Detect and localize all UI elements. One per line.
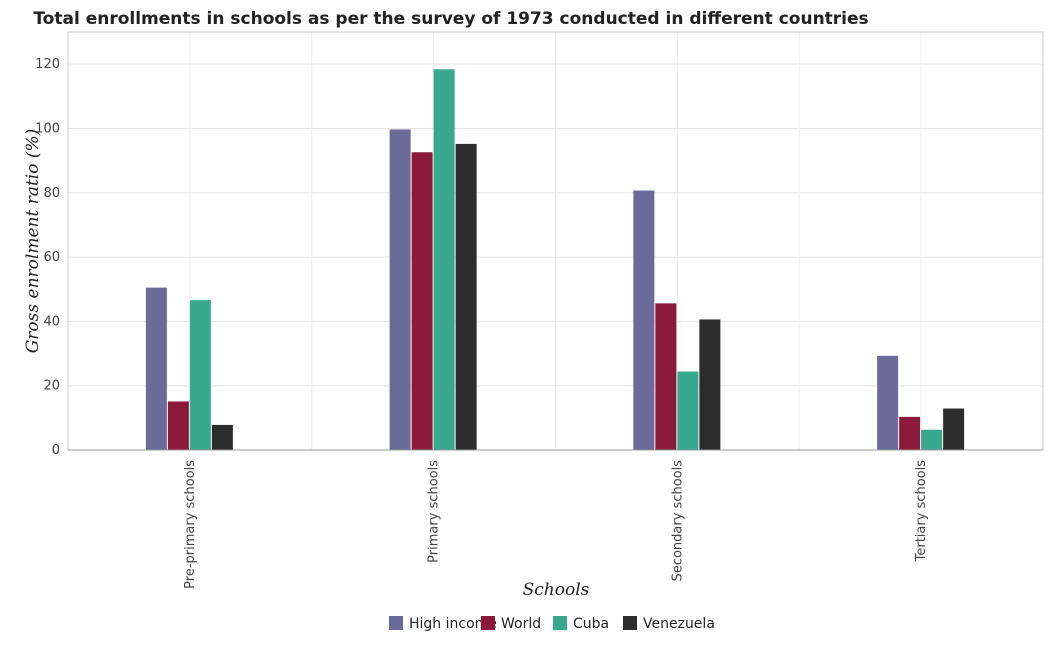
bar-cuba	[677, 371, 699, 450]
bar-venezuela	[699, 319, 721, 450]
legend-label: Cuba	[573, 616, 609, 632]
x-tick-labels: Pre-primary schools Primary schools Second…	[183, 460, 929, 589]
y-tick-label: 120	[35, 57, 60, 72]
bar-venezuela	[455, 143, 477, 450]
y-tick-label: 100	[35, 121, 60, 136]
y-tick-labels: 0 20 40 60 80 100 120	[35, 57, 60, 458]
bar-cuba	[433, 69, 455, 450]
legend-label: High income	[409, 616, 497, 632]
chart-title: Total enrollments in schools as per the …	[33, 9, 868, 29]
bar-world	[167, 401, 189, 450]
bars	[145, 69, 965, 451]
bar-world	[655, 303, 677, 450]
y-tick-label: 60	[43, 250, 60, 265]
x-tick-label: Pre-primary schools	[183, 460, 198, 589]
legend-swatch	[623, 616, 637, 630]
x-tick-label: Secondary schools	[670, 460, 685, 582]
x-tick-label: Primary schools	[427, 460, 442, 563]
bar-high-income	[389, 129, 411, 450]
legend-swatch	[553, 616, 567, 630]
bar-world	[411, 152, 433, 451]
bar-venezuela	[943, 408, 965, 450]
legend-swatch	[389, 616, 403, 630]
legend-swatch	[481, 616, 495, 630]
y-axis-label: Gross enrolment ratio (%)	[23, 129, 43, 354]
legend-label: Venezuela	[643, 616, 715, 632]
x-tick-label: Tertiary schools	[914, 460, 929, 563]
bar-world	[899, 416, 921, 450]
y-tick-label: 80	[43, 186, 60, 201]
bar-high-income	[145, 287, 167, 450]
bar-high-income	[633, 190, 655, 450]
y-tick-label: 0	[52, 443, 60, 458]
bar-high-income	[877, 355, 899, 450]
bar-cuba	[189, 300, 211, 450]
bar-venezuela	[211, 424, 233, 450]
y-tick-label: 40	[43, 314, 60, 329]
legend-label: World	[501, 616, 541, 632]
axes	[67, 31, 1044, 451]
bar-cuba	[921, 429, 943, 450]
legend: High income World Cuba Venezuela	[389, 616, 715, 632]
y-tick-label: 20	[43, 379, 60, 394]
x-axis-label: Schools	[523, 580, 590, 600]
